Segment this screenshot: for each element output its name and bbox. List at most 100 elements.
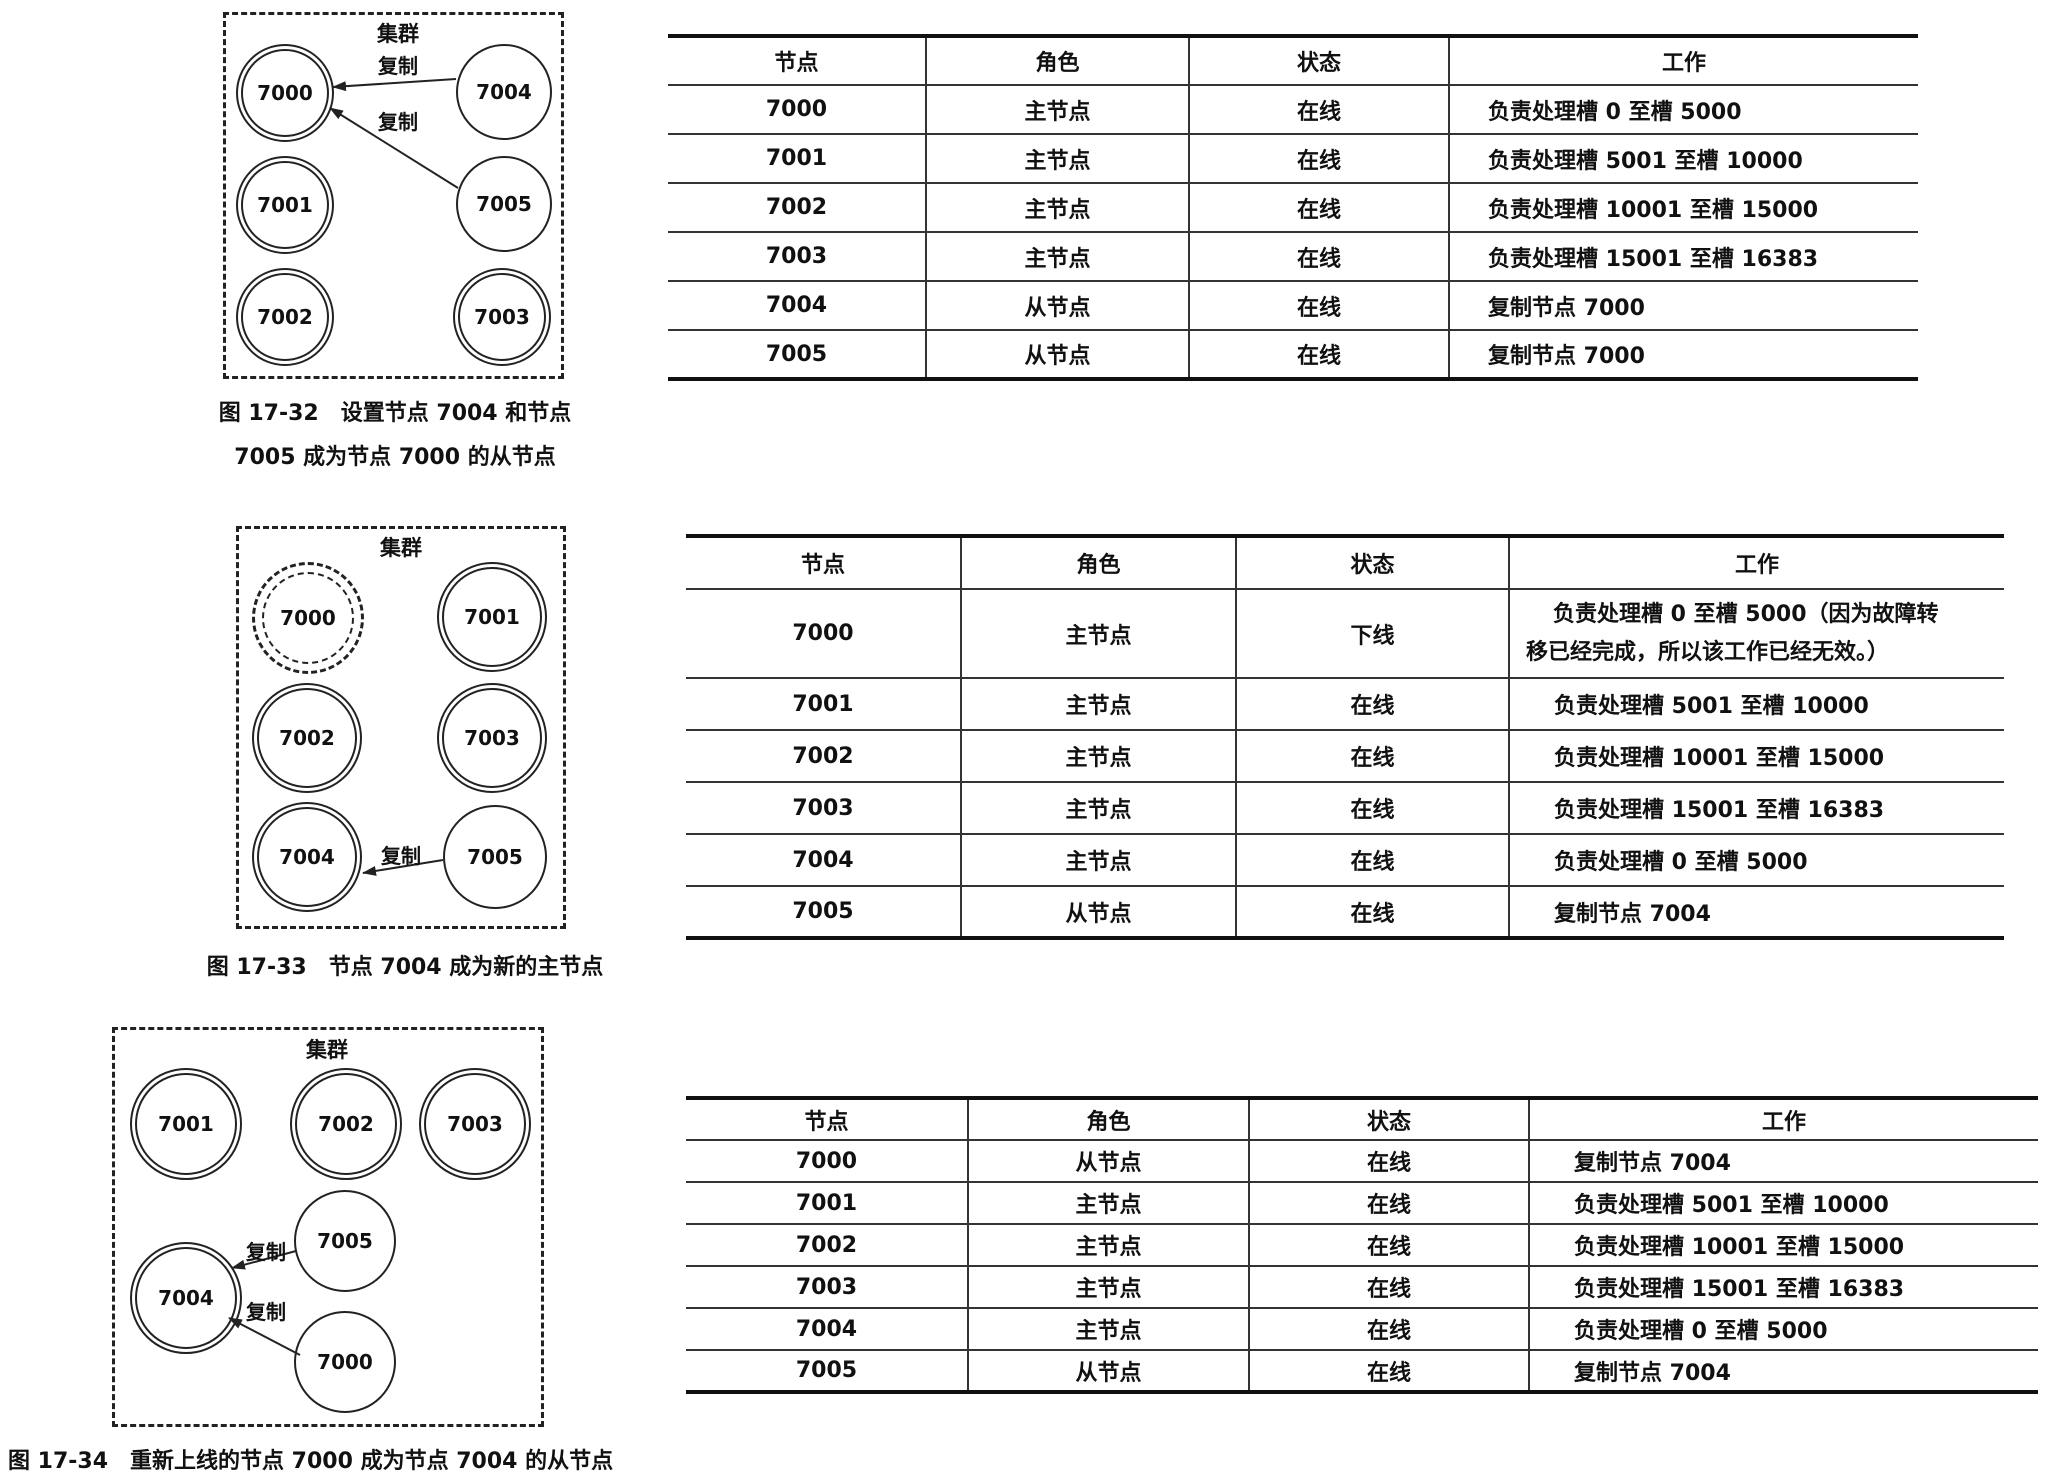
cell-status: 在线	[1235, 678, 1510, 731]
node-7005: 7005	[456, 156, 552, 252]
cell-work: 负责处理槽 0 至槽 5000	[1508, 834, 2004, 887]
replication-label: 复制	[378, 54, 418, 78]
table-row: 7005 从节点 在线 复制节点 7000	[668, 330, 1918, 381]
cell-node: 7001	[686, 1182, 969, 1225]
header-work: 工作	[1528, 1096, 2038, 1141]
arrow-7000-to-7004	[228, 1317, 301, 1356]
cell-role: 主节点	[960, 678, 1237, 731]
cluster-box	[223, 12, 564, 379]
node-7004: 7004	[130, 1242, 242, 1354]
cell-node: 7003	[686, 782, 962, 835]
arrow-7005-to-7004	[231, 1250, 297, 1270]
cluster-label: 集群	[306, 1038, 348, 1062]
cell-role: 从节点	[960, 886, 1237, 940]
node-7003: 7003	[419, 1068, 531, 1180]
caption-line-1: 图 17-32 设置节点 7004 和节点	[218, 401, 572, 426]
cell-status: 在线	[1188, 232, 1450, 282]
node-status-table: 节点 角色 状态 工作 7000 主节点 在线 负责处理槽 0 至槽 5000 700…	[668, 34, 1918, 381]
cell-role: 主节点	[960, 589, 1237, 679]
cell-status: 在线	[1188, 330, 1450, 381]
cell-role: 从节点	[925, 330, 1190, 381]
cell-role: 主节点	[960, 782, 1237, 835]
cell-node: 7002	[686, 1224, 969, 1267]
table-row: 7000 主节点 下线 负责处理槽 0 至槽 5000（因为故障转 移已经完成，…	[686, 589, 2004, 679]
table-row: 7001 主节点 在线 负责处理槽 5001 至槽 10000	[686, 678, 2004, 731]
cell-role: 从节点	[925, 281, 1190, 331]
header-status: 状态	[1235, 534, 1510, 590]
cell-status: 下线	[1235, 589, 1510, 679]
cell-work: 负责处理槽 15001 至槽 16383	[1448, 232, 1918, 282]
cell-role: 主节点	[960, 834, 1237, 887]
cell-status: 在线	[1248, 1224, 1530, 1267]
cluster-label: 集群	[377, 22, 419, 46]
table-row: 7000 从节点 在线 复制节点 7004	[686, 1140, 2038, 1183]
cell-node: 7000	[686, 1140, 969, 1183]
node-7001: 7001	[236, 156, 334, 254]
cell-work: 复制节点 7000	[1448, 281, 1918, 331]
cell-node: 7005	[668, 330, 927, 381]
cell-work: 负责处理槽 5001 至槽 10000	[1448, 134, 1918, 184]
cell-node: 7005	[686, 1350, 969, 1394]
cell-node: 7004	[686, 834, 962, 887]
cluster-label: 集群	[380, 536, 422, 560]
header-role: 角色	[925, 34, 1190, 86]
header-status: 状态	[1248, 1096, 1530, 1141]
cell-status: 在线	[1235, 730, 1510, 783]
node-status-table: 节点 角色 状态 工作 7000 从节点 在线 复制节点 7004 7001 主节点 在线…	[686, 1096, 2038, 1394]
cluster-box	[236, 526, 566, 929]
cell-status: 在线	[1248, 1182, 1530, 1225]
arrow-7004-to-7000	[332, 78, 457, 92]
header-node: 节点	[686, 534, 962, 590]
cluster-box	[112, 1027, 544, 1427]
header-node: 节点	[686, 1096, 969, 1141]
cell-role: 主节点	[967, 1224, 1250, 1267]
node-status-table: 节点 角色 状态 工作 7000 主节点 下线 负责处理槽 0 至槽 5000（…	[686, 534, 2004, 940]
cell-node: 7004	[686, 1308, 969, 1351]
node-7001: 7001	[130, 1068, 242, 1180]
header-role: 角色	[960, 534, 1237, 590]
cell-work: 负责处理槽 15001 至槽 16383	[1508, 782, 2004, 835]
cell-status: 在线	[1248, 1350, 1530, 1394]
cell-role: 从节点	[967, 1350, 1250, 1394]
cell-status: 在线	[1188, 183, 1450, 233]
node-7000: 7000	[294, 1311, 396, 1413]
cell-work: 复制节点 7000	[1448, 330, 1918, 381]
cell-status: 在线	[1188, 281, 1450, 331]
cell-role: 主节点	[925, 85, 1190, 135]
cell-work: 复制节点 7004	[1508, 886, 2004, 940]
table-row: 7003 主节点 在线 负责处理槽 15001 至槽 16383	[686, 782, 2004, 835]
cell-node: 7004	[668, 281, 927, 331]
cell-work-line-2: 移已经完成，所以该工作已经无效。）	[1526, 639, 1890, 665]
cell-status: 在线	[1248, 1140, 1530, 1183]
node-7004: 7004	[456, 44, 552, 140]
cell-node: 7003	[686, 1266, 969, 1309]
table-row: 7003 主节点 在线 负责处理槽 15001 至槽 16383	[668, 232, 1918, 282]
header-status: 状态	[1188, 34, 1450, 86]
node-7005: 7005	[294, 1190, 396, 1292]
figure-caption: 图 17-33 节点 7004 成为新的主节点	[206, 955, 604, 980]
cell-work-line-1: 负责处理槽 0 至槽 5000（因为故障转	[1553, 601, 1939, 627]
table-row: 7004 从节点 在线 复制节点 7000	[668, 281, 1918, 331]
table-row: 7000 主节点 在线 负责处理槽 0 至槽 5000	[668, 85, 1918, 135]
header-work: 工作	[1448, 34, 1918, 86]
table-row: 7003 主节点 在线 负责处理槽 15001 至槽 16383	[686, 1266, 2038, 1309]
header-work: 工作	[1508, 534, 2004, 590]
cell-status: 在线	[1235, 782, 1510, 835]
node-7002: 7002	[252, 683, 362, 793]
cell-node: 7000	[686, 589, 962, 679]
node-7001: 7001	[437, 562, 547, 672]
node-7003: 7003	[453, 268, 551, 366]
figure-caption: 图 17-34 重新上线的节点 7000 成为节点 7004 的从节点	[8, 1449, 614, 1474]
node-7000: 7000	[236, 44, 334, 142]
cell-work: 负责处理槽 15001 至槽 16383	[1528, 1266, 2038, 1309]
cell-node: 7005	[686, 886, 962, 940]
table-row: 7004 主节点 在线 负责处理槽 0 至槽 5000	[686, 834, 2004, 887]
node-7002: 7002	[290, 1068, 402, 1180]
replication-label: 复制	[246, 1240, 286, 1264]
node-7005: 7005	[443, 805, 547, 909]
cell-role: 主节点	[967, 1308, 1250, 1351]
header-role: 角色	[967, 1096, 1250, 1141]
cell-work: 负责处理槽 0 至槽 5000	[1448, 85, 1918, 135]
table-row: 7001 主节点 在线 负责处理槽 5001 至槽 10000	[686, 1182, 2038, 1225]
